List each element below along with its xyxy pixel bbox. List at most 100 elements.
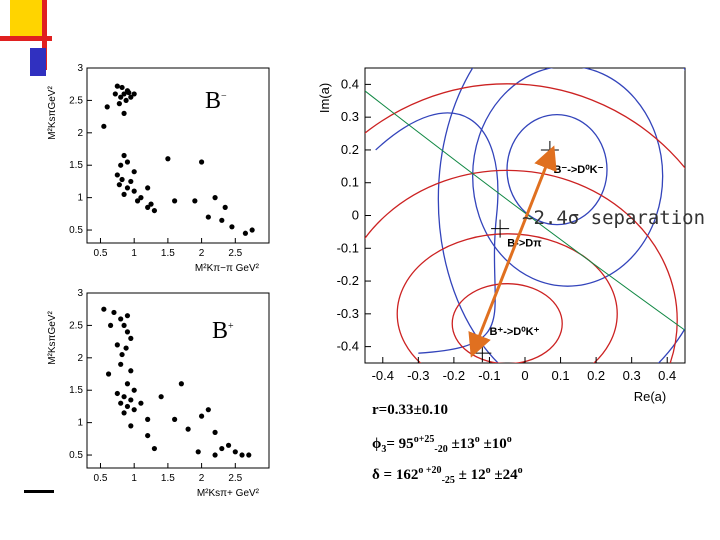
scatter-point (128, 397, 134, 403)
contour-blue (375, 112, 499, 354)
scatter-point (145, 185, 151, 191)
y-tick-label: 0.1 (341, 175, 359, 190)
y-tick-label: 2 (77, 128, 83, 139)
scatter-point (219, 445, 225, 452)
x-tick-label: 0.3 (623, 368, 641, 383)
scatter-point (121, 394, 127, 400)
scatter-point (121, 91, 127, 97)
y-tick-label: 3 (77, 288, 83, 299)
scatter-point (114, 172, 120, 178)
result-r: r=0.33±0.10 (372, 402, 448, 418)
plot-frame (86, 292, 270, 469)
contour-red (365, 83, 685, 170)
scatter-point (219, 217, 225, 223)
x-tick-label: 0 (521, 368, 528, 383)
scatter-point (138, 195, 144, 201)
scatter-point (121, 322, 127, 329)
scatter-point (116, 182, 122, 188)
scatter-point (104, 104, 110, 110)
scatter-point (121, 110, 127, 116)
y-tick-label: 1.5 (69, 160, 83, 171)
y-tick-label: 0.5 (69, 225, 83, 236)
scatter-point (145, 204, 151, 210)
scatter-point (131, 169, 137, 175)
x-tick-label: 0.4 (658, 368, 676, 383)
contour-red (396, 233, 618, 363)
scatter-point (118, 361, 124, 367)
scatter-point (148, 201, 154, 207)
scatter-point (119, 351, 125, 358)
result-delta: δ = 162o +20-25 ± 12o ±24o (372, 465, 523, 486)
scatter-point (246, 452, 252, 458)
scatter-point (118, 94, 124, 100)
scatter-point (121, 152, 127, 159)
scatter-point (114, 83, 120, 89)
scatter-point (118, 400, 124, 406)
scatter-point (145, 416, 151, 422)
scatter-point (128, 335, 134, 341)
x-tick-label: 2 (199, 248, 205, 259)
scatter-point (131, 188, 137, 194)
scatter-point (128, 178, 134, 185)
scatter-point (205, 214, 211, 220)
x-tick-label: 0.5 (94, 248, 108, 259)
y-tick-label: 2.5 (69, 95, 83, 106)
scatter-point (121, 410, 127, 416)
y-axis-label: M²KsπGeV² (47, 311, 58, 365)
x-tick-label: 2.5 (228, 248, 242, 259)
scatter-point (212, 429, 218, 435)
contour-blue (437, 68, 685, 363)
scatter-point (192, 198, 198, 204)
y-tick-label: 2 (77, 353, 83, 364)
scatter-point (131, 407, 137, 413)
y-tick-label: -0.3 (337, 306, 359, 321)
x-tick-label: 1.5 (161, 248, 175, 259)
scatter-point (158, 394, 164, 400)
bottom-line (24, 490, 54, 493)
separation-arrow (468, 145, 557, 358)
x-tick-label: 2 (199, 473, 205, 484)
scatter-point (239, 452, 245, 458)
y-tick-label: -0.2 (337, 273, 359, 288)
marker-label: B⁻->D⁰K⁻ (553, 164, 603, 176)
x-tick-label: -0.2 (443, 368, 465, 383)
contour-lines (365, 68, 685, 363)
scatter-point (118, 162, 124, 168)
scatter-point (131, 387, 137, 393)
x-axis-label: M²Ksπ+ GeV² (197, 488, 260, 499)
scatter-point (126, 90, 132, 96)
scatter-point (119, 84, 125, 91)
red-bar-horizontal (0, 36, 52, 41)
plot-frame (86, 67, 270, 244)
scatter-point (229, 224, 235, 230)
y-tick-label: 1 (77, 418, 83, 429)
y-axis-label: M²KsπGeV² (47, 86, 58, 140)
scatter-point (112, 91, 118, 97)
scatter-point (131, 91, 137, 97)
x-tick-label: 0.1 (552, 368, 570, 383)
scatter-point (123, 97, 129, 104)
scatter-point (107, 322, 114, 329)
scatter-point (172, 416, 178, 422)
x-tick-label: -0.1 (478, 368, 500, 383)
y-axis-label: Im(a) (317, 83, 332, 113)
scatter-point (185, 426, 191, 432)
scatter-point (118, 316, 124, 322)
y-tick-label: 0.5 (69, 450, 83, 461)
y-tick-label: 2.5 (69, 320, 83, 331)
scatter-point (124, 381, 131, 387)
x-tick-label: -0.4 (372, 368, 394, 383)
x-axis-label: M²Kπ−π GeV² (195, 263, 260, 274)
scatter-point (114, 342, 120, 348)
scatter-point (124, 313, 131, 319)
y-tick-label: 1.5 (69, 385, 83, 396)
scatter-point (101, 123, 107, 129)
scatter-point (123, 345, 129, 351)
blue-square (30, 48, 46, 76)
x-tick-label: 0.2 (587, 368, 605, 383)
bminus-label: B− (205, 88, 227, 114)
contour-blue (472, 68, 664, 287)
scatter-point (249, 227, 255, 233)
red-bar-vertical (42, 0, 47, 70)
